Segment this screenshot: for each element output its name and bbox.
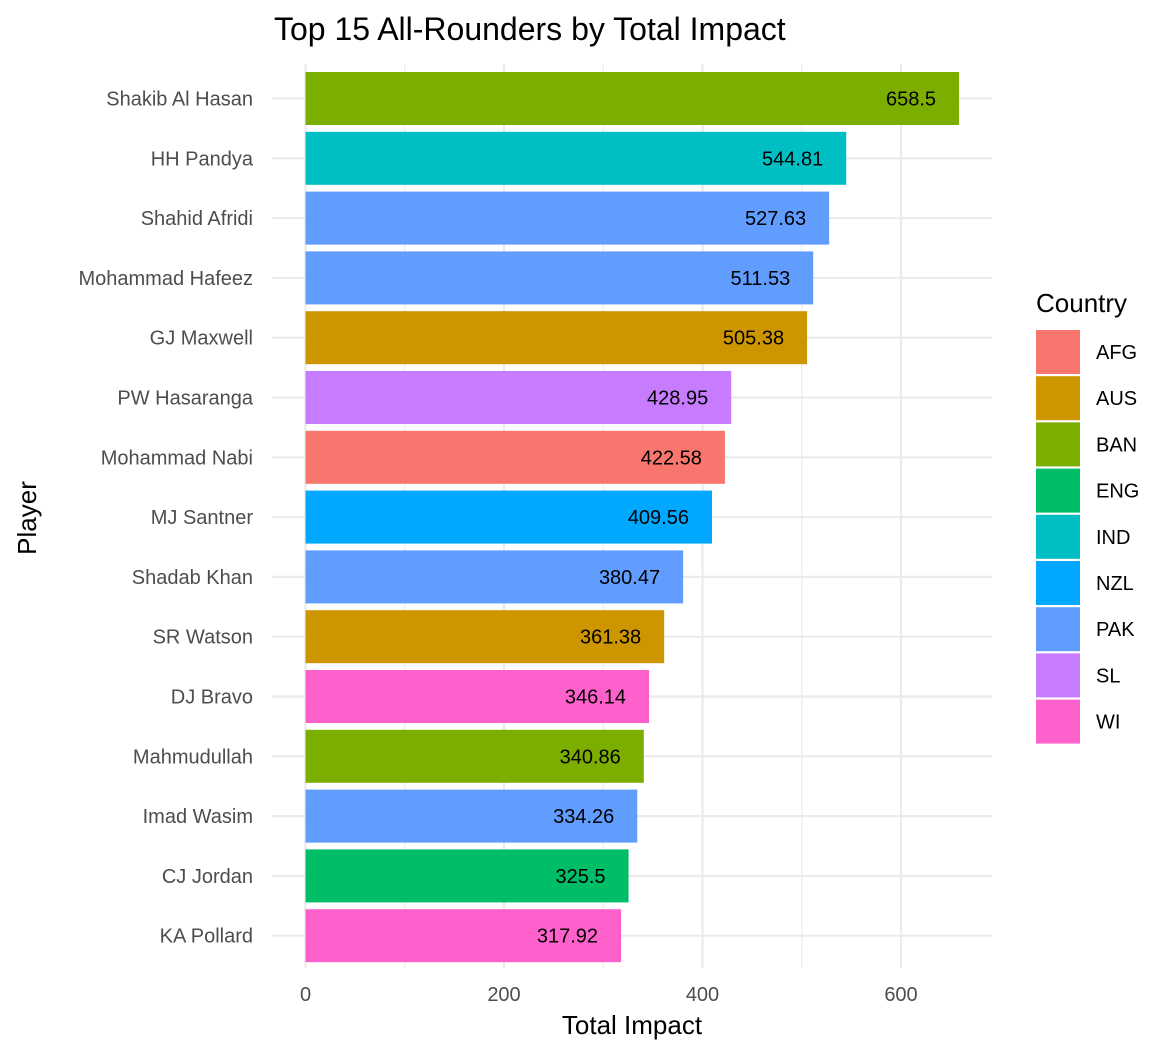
y-tick-label: KA Pollard — [160, 926, 253, 948]
bar-value-label: 334.26 — [553, 806, 614, 828]
legend-key-wi — [1036, 699, 1080, 744]
bar-value-label: 340.86 — [560, 746, 621, 768]
bar-labels: 658.5 544.81 527.63 511.53 505.38 428.95 422.5… — [537, 89, 936, 948]
legend-title: Country — [1036, 288, 1127, 318]
y-tick-label: GJ Maxwell — [150, 328, 253, 350]
bar-gj-maxwell — [305, 311, 808, 365]
y-axis-title: Player — [12, 481, 42, 555]
bar-value-label: 505.38 — [723, 328, 784, 350]
bar-hh-pandya — [305, 131, 847, 185]
bar-value-label: 361.38 — [580, 627, 641, 649]
bar-value-label: 317.92 — [537, 926, 598, 948]
legend-label: WI — [1096, 712, 1120, 734]
legend-label: AUS — [1096, 388, 1137, 410]
legend-label: SL — [1096, 665, 1120, 687]
legend: Country AFG AUS BAN ENG IND NZL PAK SL WI — [1036, 288, 1139, 744]
bar-value-label: 527.63 — [745, 208, 806, 230]
bar-value-label: 511.53 — [731, 268, 791, 290]
legend-key-ind — [1036, 514, 1080, 559]
bar-shakib-al-hasan — [305, 72, 960, 125]
bar-mohammad-nabi — [305, 430, 725, 484]
y-tick-label: Shakib Al Hasan — [106, 89, 253, 111]
y-tick-label: Imad Wasim — [143, 806, 253, 828]
legend-label: PAK — [1096, 619, 1135, 641]
y-tick-label: Mahmudullah — [133, 746, 253, 768]
y-tick-label: HH Pandya — [151, 148, 254, 170]
bar-pw-hasaranga — [305, 371, 732, 424]
x-axis-title: Total Impact — [562, 1010, 703, 1040]
y-tick-label: SR Watson — [153, 627, 253, 649]
legend-key-eng — [1036, 468, 1080, 513]
x-axis-ticks: 0 200 400 600 — [300, 984, 918, 1006]
legend-label: NZL — [1096, 573, 1134, 595]
legend-label: ENG — [1096, 481, 1139, 503]
y-tick-label: CJ Jordan — [162, 866, 253, 888]
y-tick-label: Shadab Khan — [132, 567, 253, 589]
bar-imad-wasim — [305, 789, 638, 843]
y-tick-label: MJ Santner — [151, 507, 254, 529]
bar-value-label: 409.56 — [628, 507, 689, 529]
legend-key-afg — [1036, 330, 1080, 374]
legend-key-nzl — [1036, 561, 1080, 605]
bar-mahmudullah — [305, 729, 644, 783]
bar-cj-jordan — [305, 849, 629, 903]
x-tick-label: 400 — [686, 984, 719, 1006]
bars — [305, 72, 960, 963]
x-tick-label: 200 — [487, 984, 520, 1006]
y-tick-label: DJ Bravo — [171, 687, 253, 709]
bar-shahid-afridi — [305, 191, 830, 245]
y-tick-label: Shahid Afridi — [141, 208, 253, 230]
bar-value-label: 658.5 — [886, 89, 936, 111]
legend-key-sl — [1036, 653, 1080, 698]
y-tick-label: Mohammad Nabi — [101, 447, 253, 469]
legend-key-aus — [1036, 376, 1080, 421]
bar-mohammad-hafeez — [305, 251, 814, 305]
legend-key-ban — [1036, 422, 1080, 467]
y-tick-label: Mohammad Hafeez — [78, 268, 253, 290]
bar-value-label: 422.58 — [641, 447, 702, 469]
bar-mj-santner — [305, 490, 712, 544]
bar-value-label: 428.95 — [647, 388, 708, 410]
legend-key-pak — [1036, 607, 1080, 652]
chart-title: Top 15 All-Rounders by Total Impact — [274, 11, 786, 47]
bar-value-label: 325.5 — [555, 866, 605, 888]
bar-dj-bravo — [305, 670, 650, 723]
y-axis-ticks: Shakib Al Hasan HH Pandya Shahid Afridi Moh… — [78, 89, 253, 948]
legend-label: BAN — [1096, 434, 1137, 456]
x-tick-label: 600 — [884, 984, 917, 1006]
y-tick-label: PW Hasaranga — [117, 388, 253, 410]
x-tick-label: 0 — [300, 984, 311, 1006]
legend-label: IND — [1096, 527, 1130, 549]
bar-sr-watson — [305, 610, 665, 664]
bar-value-label: 380.47 — [599, 567, 660, 589]
bar-shadab-khan — [305, 550, 684, 604]
legend-label: AFG — [1096, 342, 1137, 364]
bar-value-label: 544.81 — [762, 148, 823, 170]
bar-ka-pollard — [305, 909, 622, 963]
bar-value-label: 346.14 — [565, 687, 626, 709]
